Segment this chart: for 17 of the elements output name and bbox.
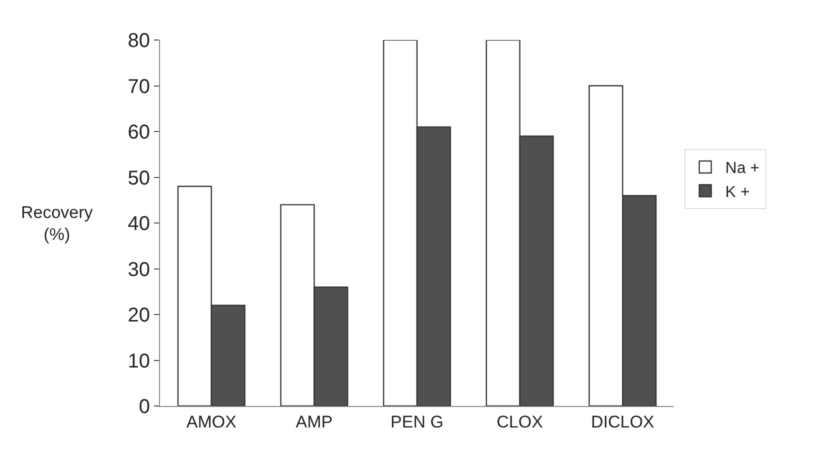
y-tick-label: 30 bbox=[128, 258, 150, 281]
x-tick-label: AMP bbox=[296, 412, 333, 432]
x-tick-label: PEN G bbox=[390, 412, 444, 432]
y-tick-label: 50 bbox=[128, 167, 150, 190]
y-axis-title: Recovery (%) bbox=[21, 203, 94, 244]
x-tick-label: CLOX bbox=[496, 412, 543, 432]
y-tick-label: 10 bbox=[128, 350, 150, 372]
x-tick-label: DICLOX bbox=[590, 412, 654, 432]
legend-label: K + bbox=[725, 184, 750, 202]
y-tick-label: 60 bbox=[128, 122, 150, 144]
x-tick-label: AMOX bbox=[186, 412, 236, 432]
legend-label: Na + bbox=[725, 160, 760, 178]
y-tick-label: 20 bbox=[128, 304, 150, 326]
y-tick-label: 80 bbox=[128, 30, 150, 52]
y-tick-label: 0 bbox=[138, 396, 150, 418]
y-tick-label: 40 bbox=[128, 213, 150, 235]
y-tick-label: 70 bbox=[128, 76, 150, 98]
